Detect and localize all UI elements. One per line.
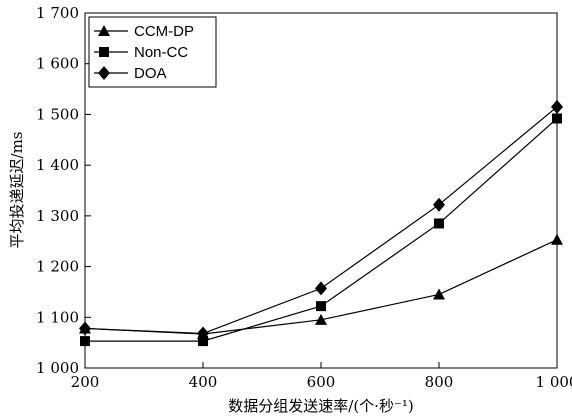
data-point-non-cc [316,301,326,312]
data-point-ccm-dp [551,233,563,245]
series-layer [79,99,563,347]
data-point-ccm-dp [433,288,445,300]
y-tick-label: 1 100 [36,308,79,326]
data-point-non-cc [198,336,208,347]
x-axis-title: 数据分组发送速率/(个·秒⁻¹) [228,397,413,415]
y-axis-ticks: 1 000 1 100 1 200 1 300 1 400 1 500 1 600 1 700 [36,4,91,377]
x-tick-label: 200 [71,373,100,391]
x-tick-label: 1 000 [536,373,572,391]
legend-marker-square [99,47,109,57]
data-point-doa [197,326,209,341]
legend-marker-diamond [98,66,110,80]
legend-marker-triangle [98,25,110,36]
data-point-non-cc [80,336,90,347]
x-tick-label: 800 [425,373,454,391]
series-non-cc [80,113,562,347]
legend-label: Non-CC [134,44,188,61]
data-point-non-cc [552,113,562,124]
legend-entries: CCM-DP Non-CC DOA [94,23,194,82]
data-point-doa [79,321,91,336]
y-tick-label: 1 600 [36,55,79,73]
x-axis-ticks: 200 400 600 800 1 000 [71,362,572,391]
x-tick-label: 400 [189,373,218,391]
x-tick-label: 600 [307,373,336,391]
legend-entry-doa: DOA [94,65,167,82]
legend-label: DOA [134,65,167,82]
data-point-doa [551,99,563,114]
series-line-doa [84,106,558,335]
legend-entry-non-cc: Non-CC [94,44,188,61]
series-doa [79,99,563,341]
y-tick-label: 1 400 [36,156,79,174]
data-point-doa [433,197,445,212]
data-point-doa [315,281,327,296]
data-point-ccm-dp [315,313,327,325]
y-tick-label: 1 700 [36,4,79,22]
y-tick-label: 1 300 [36,207,79,225]
y-tick-label: 1 200 [36,258,79,276]
legend-label: CCM-DP [134,23,194,40]
legend-entry-ccm-dp: CCM-DP [94,23,194,40]
legend: CCM-DP Non-CC DOA [88,16,217,88]
y-axis-title: 平均投递延迟/ms [8,132,26,249]
y-tick-label: 1 000 [36,359,79,377]
y-tick-label: 1 500 [36,105,79,123]
data-point-non-cc [434,218,444,229]
